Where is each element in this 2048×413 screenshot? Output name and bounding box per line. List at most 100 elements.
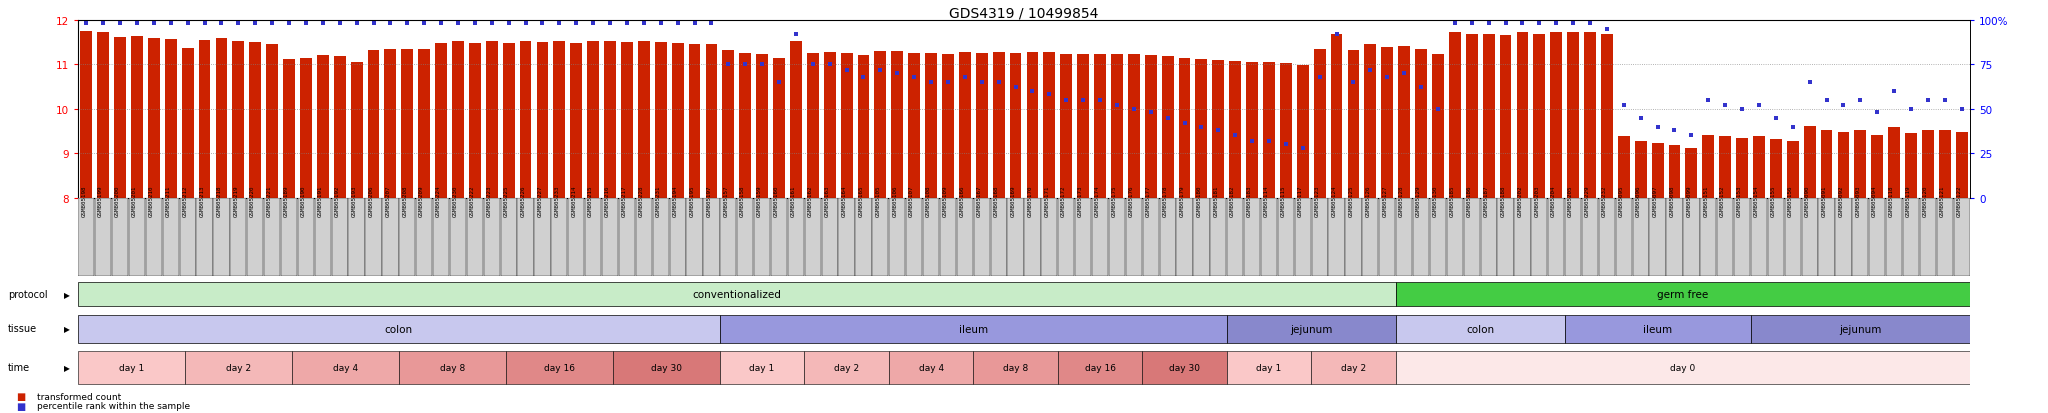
Bar xyxy=(872,198,889,277)
Bar xyxy=(1278,198,1294,277)
Bar xyxy=(1413,198,1430,277)
Text: GSM805214: GSM805214 xyxy=(571,185,575,216)
Bar xyxy=(1143,351,1227,384)
Bar xyxy=(1767,198,1784,277)
Bar xyxy=(973,198,989,277)
Bar xyxy=(1227,316,1395,343)
Bar xyxy=(1649,198,1665,277)
Bar xyxy=(399,198,416,277)
Text: GSM805195: GSM805195 xyxy=(690,185,694,216)
Text: GSM805210: GSM805210 xyxy=(150,185,154,216)
Bar xyxy=(1059,198,1075,277)
Bar xyxy=(1395,316,1565,343)
Bar xyxy=(1853,131,1866,198)
Text: germ free: germ free xyxy=(1657,289,1708,299)
Point xyxy=(1708,102,1741,109)
Bar xyxy=(1497,198,1513,277)
Bar xyxy=(889,351,973,384)
Point xyxy=(205,21,238,28)
Bar xyxy=(94,198,111,277)
Bar xyxy=(807,54,819,198)
Point xyxy=(221,21,254,28)
Bar xyxy=(1395,282,1970,306)
Point xyxy=(829,67,862,74)
Point xyxy=(1167,120,1200,127)
Bar xyxy=(567,198,584,277)
Bar xyxy=(1954,198,1970,277)
Text: GSM805124: GSM805124 xyxy=(1331,185,1337,216)
Bar xyxy=(1348,51,1360,198)
Text: GSM805187: GSM805187 xyxy=(1483,185,1489,216)
Text: GSM805126: GSM805126 xyxy=(1366,185,1370,216)
Point xyxy=(1759,115,1792,121)
Bar xyxy=(1700,198,1716,277)
Text: GSM805202: GSM805202 xyxy=(1518,185,1522,216)
Text: GSM805099: GSM805099 xyxy=(1686,185,1692,216)
Text: GSM805157: GSM805157 xyxy=(723,185,729,216)
Point xyxy=(932,79,965,86)
Point xyxy=(1794,79,1827,86)
Text: GSM805190: GSM805190 xyxy=(301,185,305,216)
Point xyxy=(154,21,186,28)
Point xyxy=(1389,71,1421,77)
Point xyxy=(881,71,913,77)
Bar xyxy=(129,198,145,277)
Bar xyxy=(1819,198,1835,277)
Text: GSM805161: GSM805161 xyxy=(791,185,797,216)
Text: GSM805172: GSM805172 xyxy=(1061,185,1067,216)
Bar xyxy=(1939,131,1952,198)
Bar xyxy=(805,351,889,384)
Text: GSM805189: GSM805189 xyxy=(285,185,289,216)
Text: GSM805177: GSM805177 xyxy=(1145,185,1151,216)
Bar xyxy=(145,198,162,277)
Bar xyxy=(162,198,178,277)
Point xyxy=(459,21,492,28)
Text: GSM805193: GSM805193 xyxy=(352,185,356,216)
Bar xyxy=(1040,198,1057,277)
Text: GSM805096: GSM805096 xyxy=(1636,185,1640,216)
Bar xyxy=(1516,33,1528,198)
Text: protocol: protocol xyxy=(8,290,47,299)
Bar xyxy=(754,198,770,277)
Bar xyxy=(80,32,92,198)
Point xyxy=(965,79,997,86)
Text: GSM805173: GSM805173 xyxy=(1077,185,1083,216)
Text: ▶: ▶ xyxy=(63,290,70,299)
Bar xyxy=(756,55,768,198)
Bar xyxy=(469,44,481,198)
Text: GSM805117: GSM805117 xyxy=(1298,185,1303,216)
Bar xyxy=(1534,35,1546,198)
Point xyxy=(1810,97,1843,104)
Text: GSM805207: GSM805207 xyxy=(385,185,391,216)
Bar xyxy=(180,198,197,277)
Bar xyxy=(1716,198,1733,277)
Text: GSM805198: GSM805198 xyxy=(82,185,86,216)
Bar xyxy=(299,59,311,198)
Bar xyxy=(612,351,719,384)
Bar xyxy=(1583,33,1595,198)
Bar xyxy=(1903,198,1919,277)
Bar xyxy=(113,198,129,277)
Bar xyxy=(973,351,1057,384)
Bar xyxy=(1905,134,1917,198)
Text: day 30: day 30 xyxy=(1169,363,1200,372)
Point xyxy=(172,21,205,28)
Point xyxy=(780,31,813,38)
Bar xyxy=(1430,198,1446,277)
Text: GSM805216: GSM805216 xyxy=(604,185,610,216)
Bar xyxy=(1483,35,1495,198)
Bar xyxy=(248,198,264,277)
Text: day 1: day 1 xyxy=(119,363,143,372)
Text: GSM805233: GSM805233 xyxy=(555,185,559,216)
Bar xyxy=(416,198,432,277)
Bar xyxy=(1921,131,1933,198)
Point xyxy=(1556,21,1589,28)
Bar xyxy=(334,57,346,198)
Point xyxy=(1354,67,1386,74)
Bar xyxy=(618,198,635,277)
Text: GSM805123: GSM805123 xyxy=(1315,185,1319,216)
Bar xyxy=(250,43,262,198)
Point xyxy=(1894,106,1927,113)
Text: GSM805174: GSM805174 xyxy=(1096,185,1100,216)
Text: ■: ■ xyxy=(16,401,27,411)
